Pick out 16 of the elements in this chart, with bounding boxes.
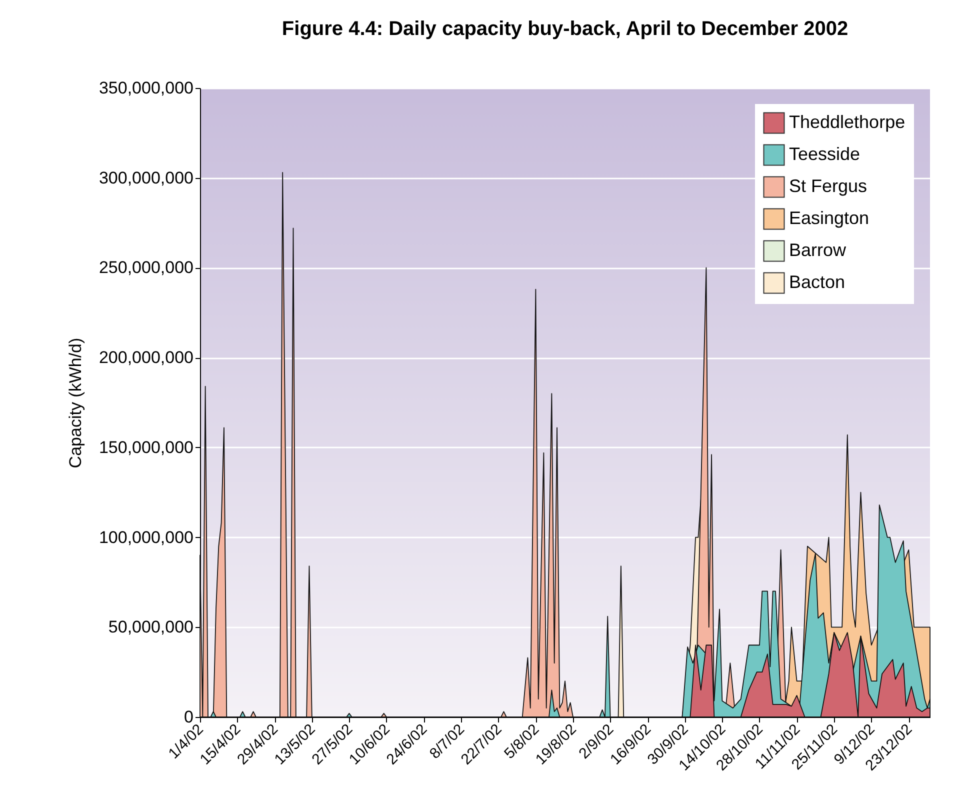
y-tick-label: 300,000,000 — [98, 168, 194, 188]
y-axis-title: Capacity (kWh/d) — [66, 338, 85, 468]
y-tick-label: 200,000,000 — [98, 348, 194, 368]
y-tick-label: 350,000,000 — [98, 78, 194, 98]
y-tick-label: 50,000,000 — [108, 618, 194, 637]
y-tick-label: 150,000,000 — [98, 438, 194, 457]
chart-title: Figure 4.4: Daily capacity buy-back, April to December 2002 — [282, 18, 848, 40]
legend-label: Easington — [789, 208, 870, 228]
y-tick-label: 250,000,000 — [98, 258, 194, 278]
y-tick-label: 100,000,000 — [98, 528, 194, 547]
legend-label: St Fergus — [789, 176, 868, 196]
legend-label: Theddlethorpe — [789, 112, 906, 132]
legend-label: Barrow — [789, 240, 848, 260]
y-tick-label: 0 — [184, 708, 194, 726]
legend-label: Teesside — [789, 144, 860, 164]
legend-label: Bacton — [789, 272, 846, 292]
